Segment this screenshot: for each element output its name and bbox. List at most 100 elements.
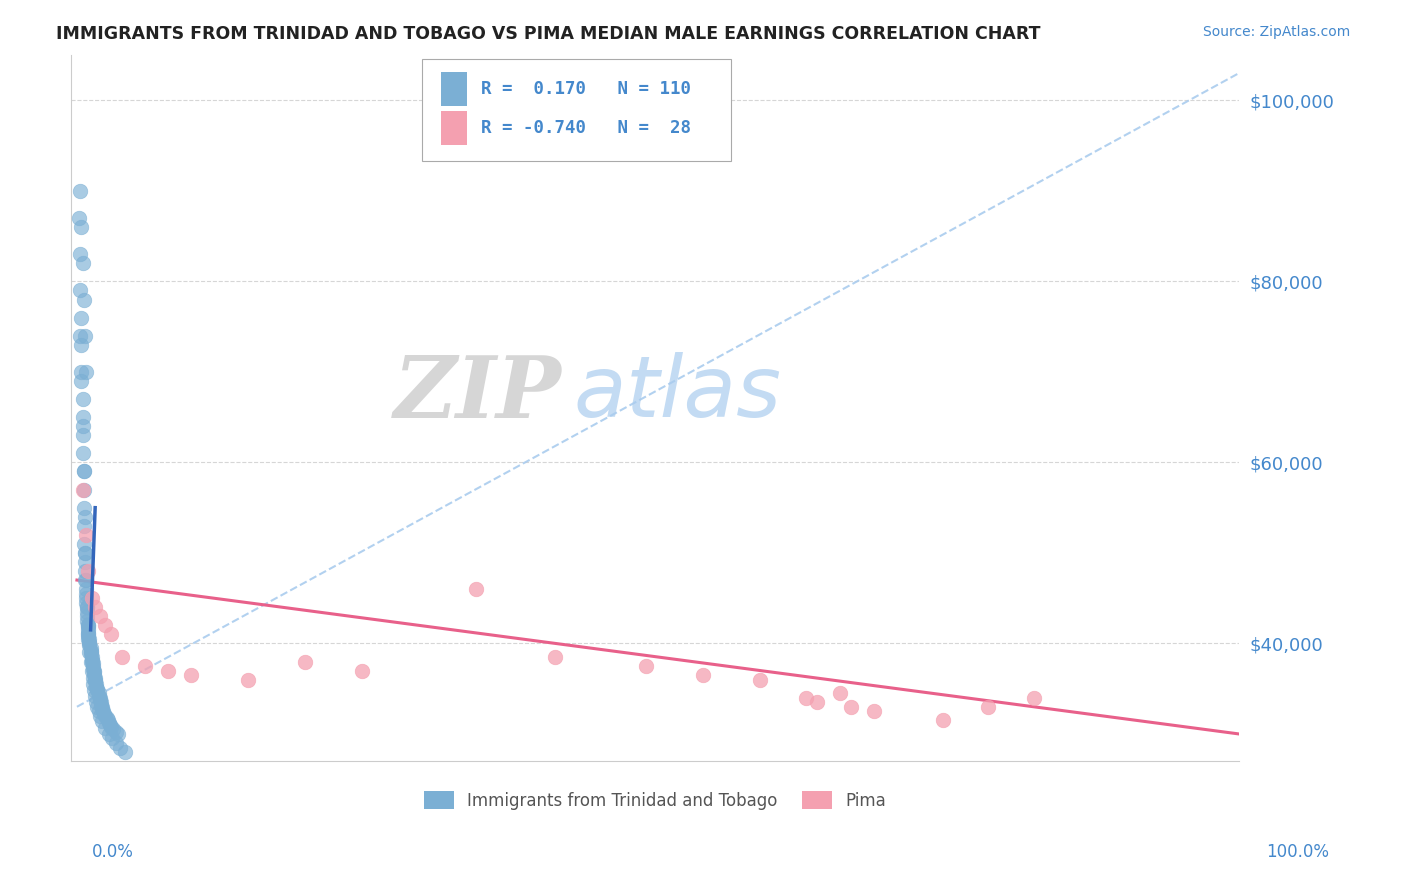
FancyBboxPatch shape [441,111,467,145]
Text: ZIP: ZIP [394,352,561,435]
Point [77,620,100,634]
Point [87,689,110,703]
Point [77,629,100,643]
Point [70,374,93,388]
Point [91,699,114,714]
Point [157,664,180,678]
Text: atlas: atlas [574,352,782,435]
Point [94,708,117,723]
Point [76,609,98,624]
Point [79,648,101,662]
Point [104,725,127,739]
Point [79,643,101,657]
Text: Source: ZipAtlas.com: Source: ZipAtlas.com [1202,25,1350,39]
Point [977,699,1000,714]
Point [73,555,96,569]
Point [82,677,104,691]
Point [97,727,120,741]
Point [101,731,124,746]
Point [91,714,114,729]
Point [114,745,136,759]
Point [77,623,100,637]
Point [75,587,97,601]
Point [111,650,134,665]
Point [83,665,105,680]
Point [84,600,107,615]
Point [134,659,156,673]
Point [84,680,107,694]
Point [89,708,111,723]
Point [82,657,104,671]
Point [80,591,103,606]
Point [89,692,111,706]
Point [79,632,101,646]
Point [72,419,94,434]
Point [236,673,259,687]
Point [72,446,94,460]
Point [73,573,96,587]
Point [90,698,112,712]
Point [75,591,97,606]
Point [69,284,91,298]
Point [76,614,98,628]
Point [69,328,91,343]
Point [67,211,90,225]
Point [841,699,863,714]
Point [69,247,91,261]
Point [84,695,107,709]
Point [77,632,100,646]
Point [104,736,127,750]
Point [84,674,107,689]
FancyBboxPatch shape [441,72,467,106]
Point [94,618,117,632]
Point [79,634,101,648]
Point [91,704,114,718]
Point [84,677,107,691]
Point [89,690,111,705]
Point [80,650,103,665]
Point [1022,690,1045,705]
Point [77,618,100,632]
Point [79,636,101,650]
Point [76,600,98,615]
Point [79,640,101,655]
Text: R =  0.170   N = 110: R = 0.170 N = 110 [481,80,690,98]
FancyBboxPatch shape [422,59,731,161]
Point [72,428,94,442]
Point [79,655,101,669]
Point [73,537,96,551]
Point [80,653,103,667]
Point [464,582,486,596]
Point [73,564,96,578]
Text: IMMIGRANTS FROM TRINIDAD AND TOBAGO VS PIMA MEDIAN MALE EARNINGS CORRELATION CHA: IMMIGRANTS FROM TRINIDAD AND TOBAGO VS P… [56,25,1040,43]
Point [806,695,828,709]
Point [73,546,96,560]
Point [863,704,886,718]
Point [107,727,129,741]
Text: R = -0.740   N =  28: R = -0.740 N = 28 [481,119,690,136]
Point [77,625,100,640]
Point [70,220,93,235]
Point [72,483,94,497]
Point [294,655,316,669]
Point [86,683,108,698]
Point [180,668,202,682]
Point [93,706,115,721]
Point [87,704,110,718]
Point [69,184,91,198]
Point [75,582,97,596]
Point [77,618,100,632]
Point [80,655,103,669]
Point [75,573,97,587]
Point [100,720,122,734]
Point [110,740,132,755]
Point [73,293,96,307]
Point [70,365,93,379]
Point [73,509,96,524]
Point [75,596,97,610]
Point [87,686,110,700]
Point [77,627,100,641]
Point [70,337,93,351]
Point [79,645,101,659]
Point [636,659,658,673]
